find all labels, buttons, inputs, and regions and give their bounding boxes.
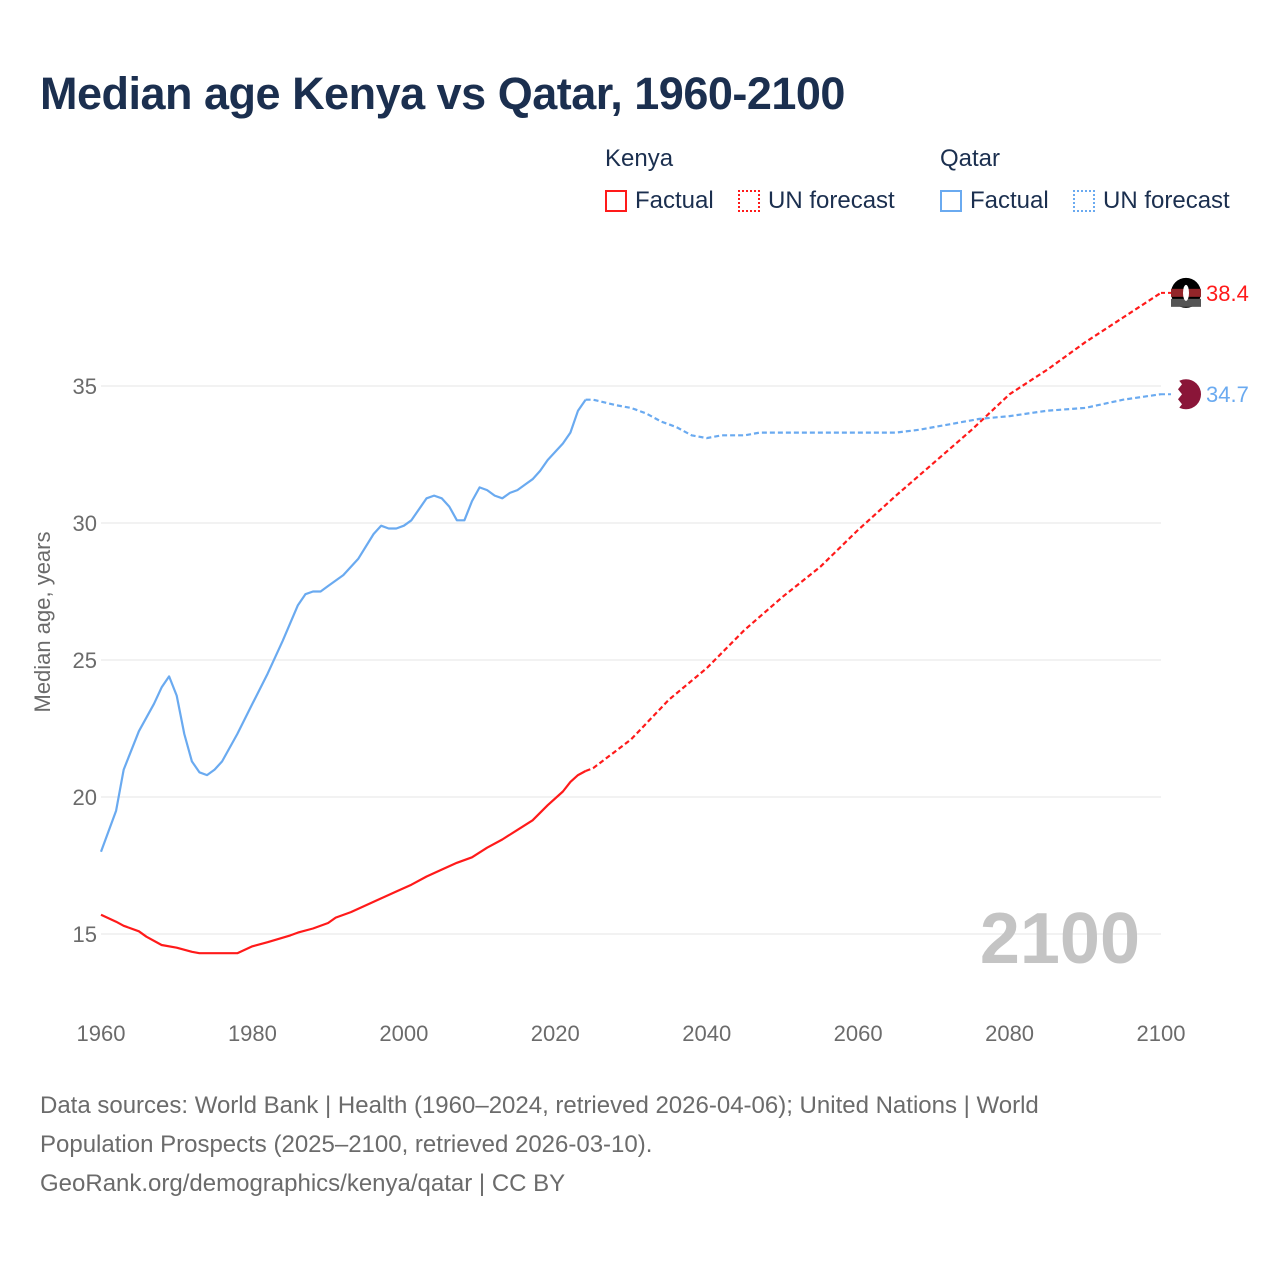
kenya-end-value-label: 38.4	[1206, 281, 1249, 306]
x-tick-label: 1960	[77, 1021, 126, 1046]
x-tick-label: 2040	[682, 1021, 731, 1046]
x-tick-label: 2060	[834, 1021, 883, 1046]
kenya-flag-shield	[1183, 284, 1189, 301]
x-tick-label: 2100	[1137, 1021, 1186, 1046]
x-tick-label: 1980	[228, 1021, 277, 1046]
legend-swatch	[940, 190, 962, 212]
y-axis-label: Median age, years	[30, 532, 55, 713]
y-tick-label: 15	[73, 922, 97, 947]
attribution-link[interactable]: GeoRank.org/demographics/kenya/qatar | C…	[40, 1170, 566, 1197]
x-tick-label: 2020	[531, 1021, 580, 1046]
legend-qatar-factual[interactable]: Factual	[940, 187, 1049, 215]
qatar-end-value-label: 34.7	[1206, 382, 1249, 407]
legend-label: Factual	[635, 187, 714, 214]
kenya-forecast-line	[585, 291, 1162, 773]
x-tick-label: 2000	[379, 1021, 428, 1046]
legend-label: UN forecast	[768, 187, 895, 214]
kenya-flag-stripe	[1171, 298, 1201, 307]
footer: Data sources: World Bank | Health (1960–…	[40, 1086, 1240, 1203]
legend-kenya-forecast[interactable]: UN forecast	[738, 187, 895, 215]
legend-group-kenya: Kenya	[605, 145, 674, 172]
legend-kenya-factual[interactable]: Factual	[605, 187, 714, 215]
y-tick-label: 35	[73, 374, 97, 399]
qatar-factual-line	[99, 399, 587, 853]
x-tick-label: 2080	[985, 1021, 1034, 1046]
y-tick-label: 20	[73, 785, 97, 810]
legend-group-qatar: Qatar	[940, 145, 1001, 172]
legend-swatch	[1073, 190, 1095, 212]
kenya-factual-line	[100, 770, 587, 955]
y-tick-label: 25	[73, 648, 97, 673]
legend-qatar-forecast[interactable]: UN forecast	[1073, 187, 1230, 215]
legend-label: Factual	[970, 187, 1049, 214]
qatar-forecast-line	[585, 393, 1162, 440]
year-watermark: 2100	[980, 899, 1140, 979]
source-line: Data sources: World Bank | Health (1960–…	[40, 1092, 1039, 1119]
legend-swatch	[605, 190, 627, 212]
source-line: Population Prospects (2025–2100, retriev…	[40, 1131, 653, 1158]
qatar-flag-serration	[1171, 379, 1182, 410]
legend-label: UN forecast	[1103, 187, 1230, 214]
legend-swatch	[738, 190, 760, 212]
chart-title: Median age Kenya vs Qatar, 1960-2100	[40, 68, 845, 119]
y-tick-label: 30	[73, 511, 97, 536]
